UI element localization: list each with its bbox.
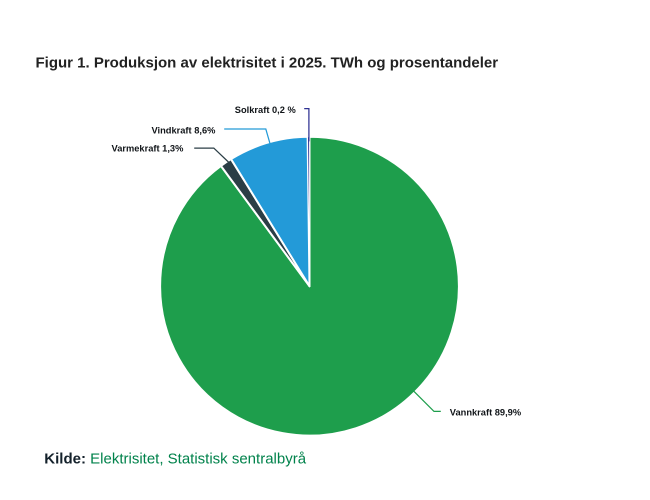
svg-text:Varmekraft 1,3%: Varmekraft 1,3% <box>112 143 185 153</box>
svg-text:Vindkraft 8,6%: Vindkraft 8,6% <box>152 126 217 136</box>
svg-text:Vannkraft 89,9%: Vannkraft 89,9% <box>450 408 522 418</box>
svg-text:Kilde: Elektrisitet, Statistis: Kilde: Elektrisitet, Statistisk sentralb… <box>44 450 306 467</box>
svg-text:Solkraft 0,2 %: Solkraft 0,2 % <box>235 105 297 115</box>
svg-text:Figur 1. Produksjon av elektri: Figur 1. Produksjon av elektrisitet i 20… <box>36 55 499 72</box>
